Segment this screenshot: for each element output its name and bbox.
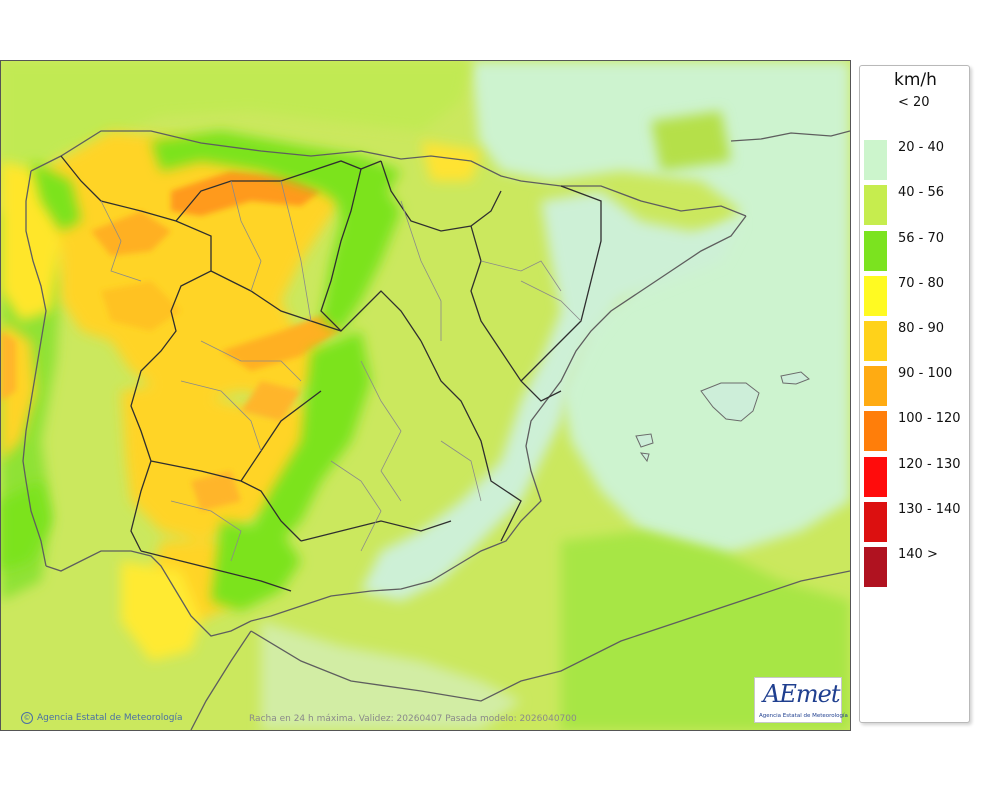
legend-item: 120 - 130 [864, 456, 969, 497]
legend-item: 100 - 120 [864, 411, 969, 452]
legend-label: 90 - 100 [898, 366, 953, 382]
logo-subtitle: Agencia Estatal de Meteorología [759, 713, 848, 719]
legend-label: 70 - 80 [898, 275, 945, 291]
legend-swatch [864, 185, 887, 226]
legend-label: 120 - 130 [898, 456, 961, 472]
legend-item: 40 - 56 [864, 185, 969, 226]
legend-label: 80 - 90 [898, 321, 945, 336]
legend-label: 56 - 70 [898, 230, 945, 246]
aemet-logo: AEmet Agencia Estatal de Meteorología [754, 677, 848, 723]
legend-swatch [864, 501, 887, 542]
legend-label: 20 - 40 [898, 140, 945, 156]
legend-swatch [864, 321, 887, 361]
map-caption: Racha en 24 h máxima. Validez: 20260407 … [249, 714, 577, 724]
legend-item: < 20 [864, 95, 969, 135]
legend-item: 130 - 140 [864, 501, 969, 542]
copyright-icon: © [21, 712, 33, 724]
legend-swatch [864, 275, 887, 316]
wind-zones-moderate [1, 131, 401, 611]
agency-name: Agencia Estatal de Meteorología [37, 713, 183, 723]
logo-wordmark: AEmet [763, 680, 840, 708]
coastlines [22, 130, 850, 730]
legend-swatch [864, 547, 887, 587]
legend-item: 56 - 70 [864, 230, 969, 271]
province-borders [100, 180, 582, 562]
legend-label: 130 - 140 [898, 501, 961, 517]
legend-item: 20 - 40 [864, 140, 969, 181]
legend-item: 90 - 100 [864, 366, 969, 407]
legend-label: 40 - 56 [898, 185, 945, 201]
legend-unit: km/h [894, 70, 937, 90]
legend-swatch [864, 366, 887, 407]
legend-swatch [864, 95, 887, 135]
legend-label: 140 > [898, 547, 938, 562]
legend-item: 140 > [864, 547, 969, 587]
legend-item: 80 - 90 [864, 321, 969, 361]
wind-gust-map: © Agencia Estatal de Meteorología Racha … [0, 60, 851, 731]
region-borders [60, 155, 602, 592]
legend-label: < 20 [898, 95, 930, 110]
legend-swatch [864, 411, 887, 452]
legend: km/h < 20 20 - 40 40 - 56 56 - 70 70 - 80 80 … [859, 65, 970, 723]
legend-swatch [864, 140, 887, 181]
iberia-map [1, 61, 850, 730]
legend-swatch [864, 456, 887, 497]
wind-zones-ridges [1, 171, 341, 511]
sea-calm-zones [261, 61, 850, 730]
agency-credit: © Agencia Estatal de Meteorología [21, 712, 183, 724]
legend-item: 70 - 80 [864, 275, 969, 316]
legend-swatch [864, 230, 887, 271]
legend-label: 100 - 120 [898, 411, 961, 427]
balearic-islands [635, 371, 810, 463]
